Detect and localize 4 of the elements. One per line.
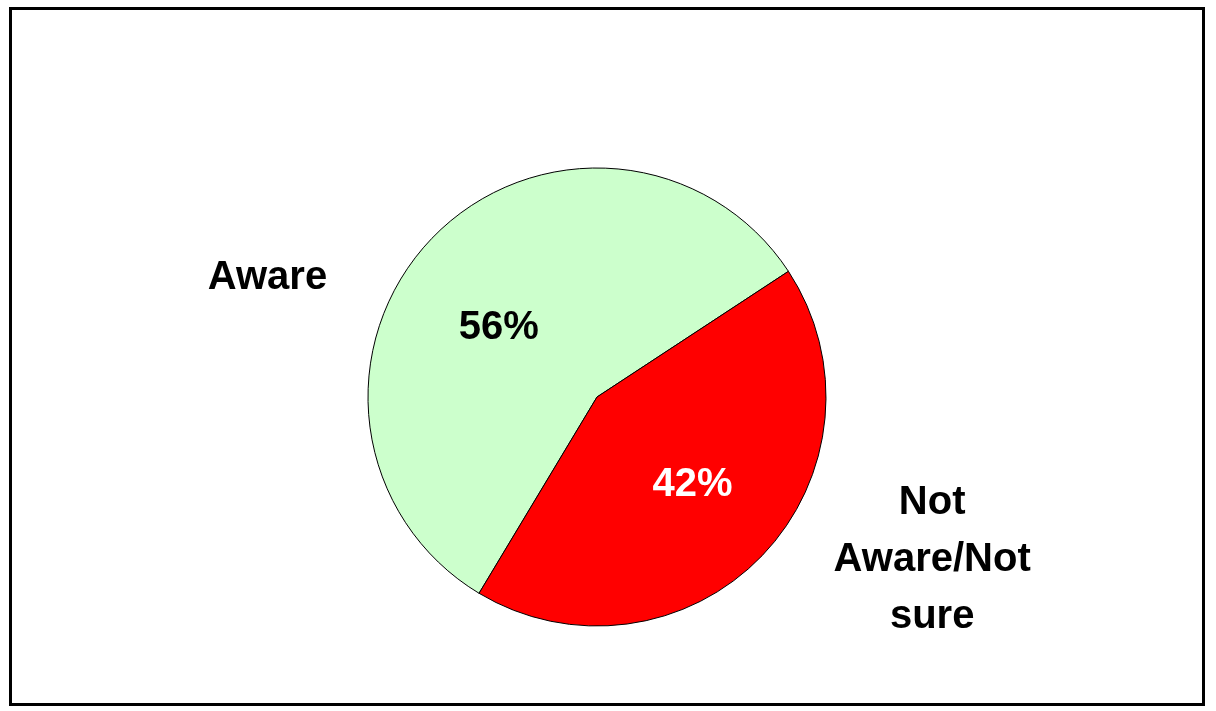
slice-label: Not Aware/Not sure (833, 477, 1031, 636)
slice-label: Aware (207, 252, 328, 297)
data-label: 42% (652, 460, 733, 505)
data-label: 56% (458, 302, 539, 347)
